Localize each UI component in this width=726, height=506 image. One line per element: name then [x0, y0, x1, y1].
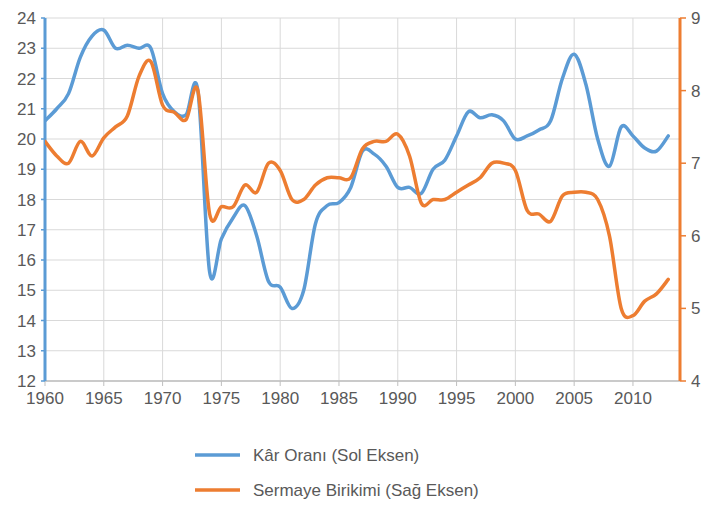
x-grid-line [338, 18, 339, 381]
x-grid-line [397, 18, 398, 381]
y-grid-line [45, 108, 680, 109]
y-grid-line [45, 381, 680, 382]
series-line [45, 60, 668, 317]
x-grid-line [632, 18, 633, 381]
legend-swatch [195, 488, 240, 492]
x-grid-line [221, 18, 222, 381]
y2-tick-label: 7 [691, 154, 700, 173]
x-tick [632, 381, 633, 386]
y-grid-line [45, 18, 680, 19]
y-tick-label: 13 [17, 342, 36, 361]
x-grid-line [162, 18, 163, 381]
x-axis-line [45, 380, 680, 382]
y-tick-label: 23 [17, 39, 36, 58]
y2-tick-label: 8 [691, 82, 700, 101]
y2-tick [680, 235, 686, 237]
y2-tick-label: 9 [691, 9, 700, 28]
series-lines [45, 30, 668, 318]
grid [45, 18, 680, 381]
y-tick-label: 24 [17, 9, 36, 28]
y-tick-label: 22 [17, 70, 36, 89]
y2-tick [680, 308, 686, 310]
y-tick-label: 14 [17, 312, 36, 331]
y-tick [41, 320, 45, 322]
x-grid-line [574, 18, 575, 381]
y-tick [41, 48, 45, 50]
x-tick-label: 1995 [438, 389, 476, 408]
y-grid-line [45, 139, 680, 140]
x-grid-line [280, 18, 281, 381]
chart: 1960196519701975198019851990199520002005… [0, 0, 726, 506]
x-tick-label: 1975 [202, 389, 240, 408]
y-tick [41, 108, 45, 110]
x-tick-label: 1990 [379, 389, 417, 408]
y-grid-line [45, 229, 680, 230]
y-grid-line [45, 199, 680, 200]
y-tick [41, 259, 45, 261]
x-tick-label: 1965 [85, 389, 123, 408]
legend-swatch [195, 453, 240, 457]
y-tick [41, 169, 45, 171]
y-tick-label: 16 [17, 251, 36, 270]
x-tick [515, 381, 516, 386]
x-tick [103, 381, 104, 386]
x-grid-line [515, 18, 516, 381]
x-tick-label: 2000 [496, 389, 534, 408]
series-line [45, 30, 668, 309]
legend-label: Kâr Oranı (Sol Eksen) [253, 446, 419, 465]
y2-tick-label: 4 [691, 372, 700, 391]
y-tick [41, 138, 45, 140]
page: {"chart_data": {"type": "line", "x": [19… [0, 0, 726, 506]
x-tick-label: 2010 [614, 389, 652, 408]
y-grid-line [45, 260, 680, 261]
x-tick [280, 381, 281, 386]
y2-tick-label: 6 [691, 227, 700, 246]
y-tick [41, 350, 45, 352]
x-tick [162, 381, 163, 386]
x-tick [397, 381, 398, 386]
y-tick-label: 21 [17, 100, 36, 119]
y-grid-line [45, 290, 680, 291]
y-tick-label: 19 [17, 160, 36, 179]
y-tick [41, 78, 45, 80]
y-tick [41, 199, 45, 201]
x-tick [574, 381, 575, 386]
x-tick-label: 2005 [555, 389, 593, 408]
x-tick [456, 381, 457, 386]
y-tick-label: 18 [17, 191, 36, 210]
y2-tick [680, 17, 686, 19]
y-tick-label: 12 [17, 372, 36, 391]
x-tick-label: 1985 [320, 389, 358, 408]
y2-tick [680, 380, 686, 382]
y2-tick-label: 5 [691, 299, 700, 318]
x-tick-label: 1960 [26, 389, 64, 408]
y-tick-label: 15 [17, 281, 36, 300]
x-tick-label: 1980 [261, 389, 299, 408]
y2-axis-line [679, 18, 682, 381]
y2-tick [680, 162, 686, 164]
x-tick-label: 1970 [144, 389, 182, 408]
x-grid-line [456, 18, 457, 381]
y-tick [41, 17, 45, 19]
y-grid-line [45, 169, 680, 170]
legend: Kâr Oranı (Sol Eksen) Sermaye Birikimi (S… [195, 446, 479, 500]
y-grid-line [45, 350, 680, 351]
y-tick-label: 17 [17, 221, 36, 240]
y-grid-line [45, 320, 680, 321]
y-tick [41, 229, 45, 231]
x-grid-line [103, 18, 104, 381]
y-tick [41, 380, 45, 382]
y2-tick [680, 90, 686, 92]
y-tick-label: 20 [17, 130, 36, 149]
y-tick [41, 290, 45, 292]
x-tick [338, 381, 339, 386]
legend-label: Sermaye Birikimi (Sağ Eksen) [253, 481, 479, 500]
x-tick [221, 381, 222, 386]
